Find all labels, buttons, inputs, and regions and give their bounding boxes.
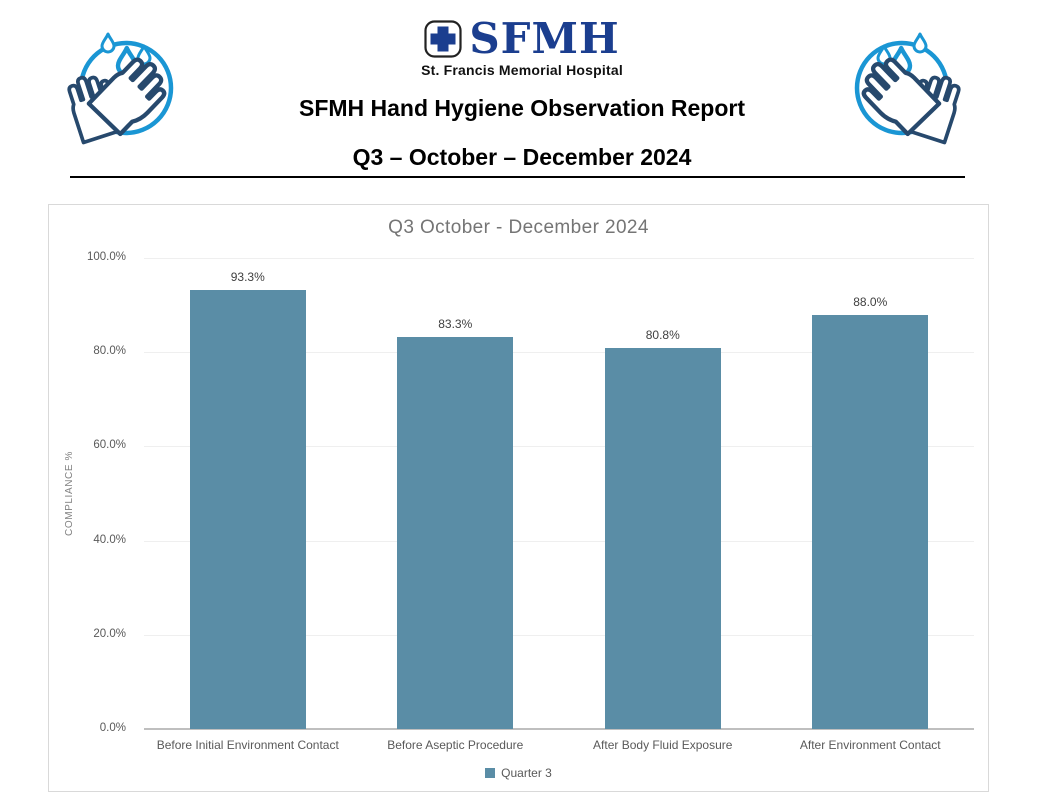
report-title: SFMH Hand Hygiene Observation Report	[298, 95, 745, 121]
x-tick-label: Before Aseptic Procedure	[387, 738, 524, 752]
chart-legend: Quarter 3	[49, 766, 988, 780]
report-header: SFMH St. Francis Memorial Hospital SFMH …	[0, 0, 1044, 190]
bar	[397, 336, 514, 729]
legend-swatch	[485, 768, 496, 778]
gridline	[144, 540, 974, 542]
hospital-logo: SFMH St. Francis Memorial Hospital	[222, 14, 822, 79]
bar	[604, 348, 721, 729]
report-subtitle: Q3 – October – December 2024	[352, 144, 692, 170]
bar-slot: 83.3%	[352, 258, 560, 729]
bar-value-label: 93.3%	[230, 269, 265, 284]
bar-slot: 80.8%	[559, 258, 767, 729]
bar	[812, 314, 929, 729]
medical-cross-icon	[424, 20, 462, 58]
bar-value-label: 88.0%	[853, 294, 888, 309]
bar-slot: 88.0%	[767, 258, 975, 729]
compliance-bar-chart: Q3 October - December 2024 COMPLIANCE % …	[48, 204, 989, 792]
gridline	[144, 446, 974, 448]
x-axis-line	[144, 728, 974, 730]
x-tick-label: After Body Fluid Exposure	[593, 738, 733, 752]
bar-value-label: 83.3%	[438, 316, 473, 331]
y-tick-label: 20.0%	[93, 627, 126, 640]
hand-washing-icon	[842, 18, 962, 146]
x-tick-label: After Environment Contact	[799, 738, 941, 752]
logo-tagline: St. Francis Memorial Hospital	[421, 62, 623, 78]
y-tick-label: 80.0%	[93, 345, 126, 358]
gridline	[144, 258, 974, 259]
bar-value-label: 80.8%	[645, 328, 680, 343]
logo-abbr: SFMH	[469, 14, 620, 63]
bar-slot: 93.3%	[144, 258, 352, 729]
y-axis-label: COMPLIANCE %	[63, 451, 75, 536]
chart-title: Q3 October - December 2024	[388, 217, 649, 238]
plot-area: 93.3% 83.3% 80.8% 88.0%	[144, 258, 975, 730]
y-tick-label: 100.0%	[86, 251, 126, 263]
gridline	[144, 634, 974, 636]
header-divider	[70, 176, 965, 178]
legend-label: Quarter 3	[501, 766, 552, 780]
x-tick-label: Before Initial Environment Contact	[156, 738, 339, 752]
hand-washing-icon	[66, 18, 186, 146]
y-tick-label: 60.0%	[93, 439, 126, 452]
y-axis-label-wrap: COMPLIANCE %	[61, 258, 77, 729]
x-axis-labels: Before Initial Environment Contact Before…	[144, 738, 974, 758]
gridline	[144, 352, 974, 354]
y-tick-label: 40.0%	[93, 533, 126, 546]
y-tick-label: 0.0%	[99, 722, 126, 734]
bar	[189, 289, 306, 729]
